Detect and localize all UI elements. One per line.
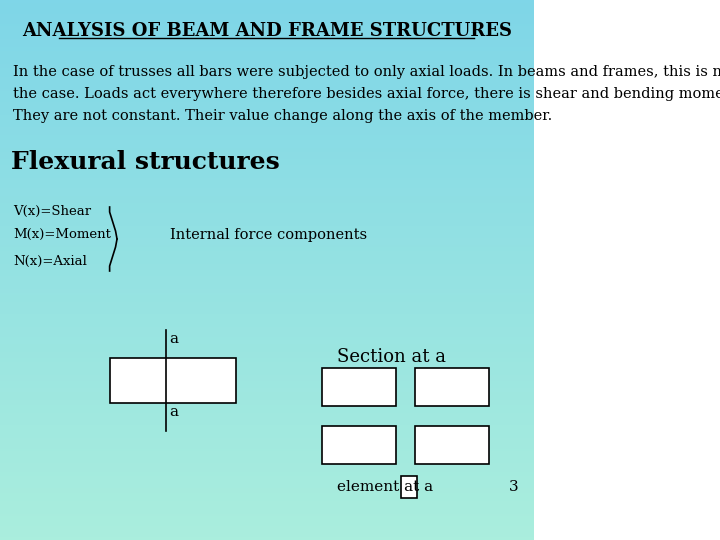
Text: a: a	[169, 405, 179, 419]
Text: 3: 3	[509, 480, 518, 494]
Bar	[401, 476, 417, 498]
Text: Section at a: Section at a	[337, 348, 446, 366]
Text: They are not constant. Their value change along the axis of the member.: They are not constant. Their value chang…	[14, 109, 552, 123]
Bar	[323, 368, 396, 406]
Text: a: a	[169, 332, 179, 346]
Bar	[415, 426, 489, 464]
Bar	[415, 368, 489, 406]
Text: V(x)=Shear: V(x)=Shear	[14, 205, 91, 218]
Bar	[323, 426, 396, 464]
Text: N(x)=Axial: N(x)=Axial	[14, 255, 87, 268]
Text: ANALYSIS OF BEAM AND FRAME STRUCTURES: ANALYSIS OF BEAM AND FRAME STRUCTURES	[22, 22, 512, 40]
Text: the case. Loads act everywhere therefore besides axial force, there is shear and: the case. Loads act everywhere therefore…	[14, 87, 720, 101]
Bar	[109, 358, 235, 403]
Text: element at a: element at a	[337, 480, 433, 494]
Text: M(x)=Moment: M(x)=Moment	[14, 228, 111, 241]
Text: In the case of trusses all bars were subjected to only axial loads. In beams and: In the case of trusses all bars were sub…	[14, 65, 720, 79]
Text: Flexural structures: Flexural structures	[11, 150, 280, 174]
Text: Internal force components: Internal force components	[171, 228, 367, 242]
